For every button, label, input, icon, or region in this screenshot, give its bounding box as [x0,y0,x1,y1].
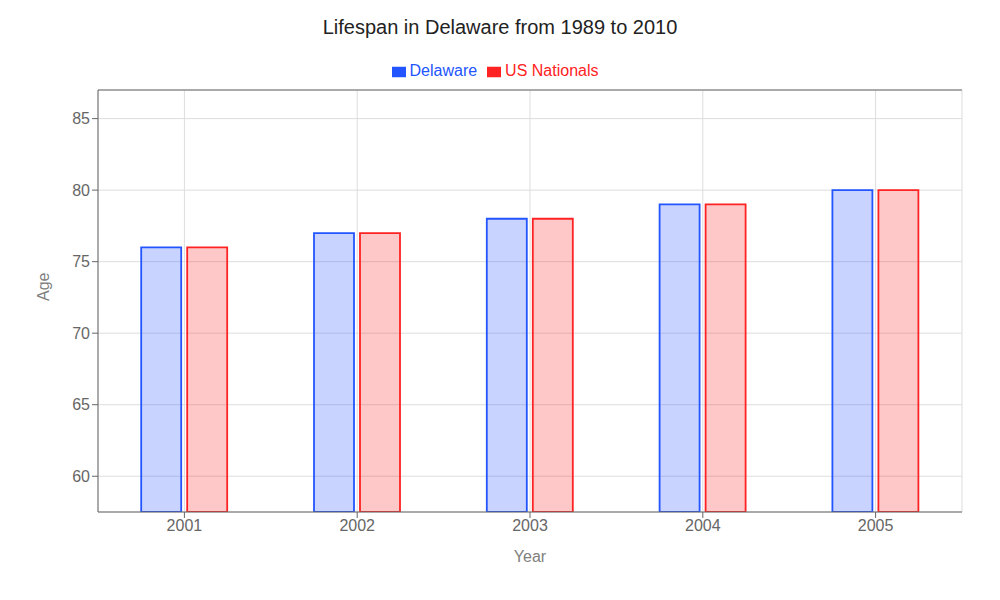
svg-text:2005: 2005 [858,517,894,534]
svg-text:80: 80 [72,182,90,199]
html-text:US Nationals: US Nationals [505,62,599,79]
html-text:Delaware: Delaware [409,62,478,79]
svg-text:Year: Year [514,548,547,565]
svg-text:2003: 2003 [512,517,548,534]
svg-text:Age: Age [35,272,52,301]
svg-text:75: 75 [72,253,90,270]
svg-text:2002: 2002 [339,517,375,534]
svg-text:2001: 2001 [167,517,203,534]
svg-text:60: 60 [72,468,90,485]
svg-text:2004: 2004 [685,517,721,534]
html-text:Lifespan in Delaware from 1989: Lifespan in Delaware from 1989 to 2010 [322,16,678,38]
svg-text:85: 85 [72,110,90,127]
svg-text:65: 65 [72,396,90,413]
svg-text:70: 70 [72,325,90,342]
